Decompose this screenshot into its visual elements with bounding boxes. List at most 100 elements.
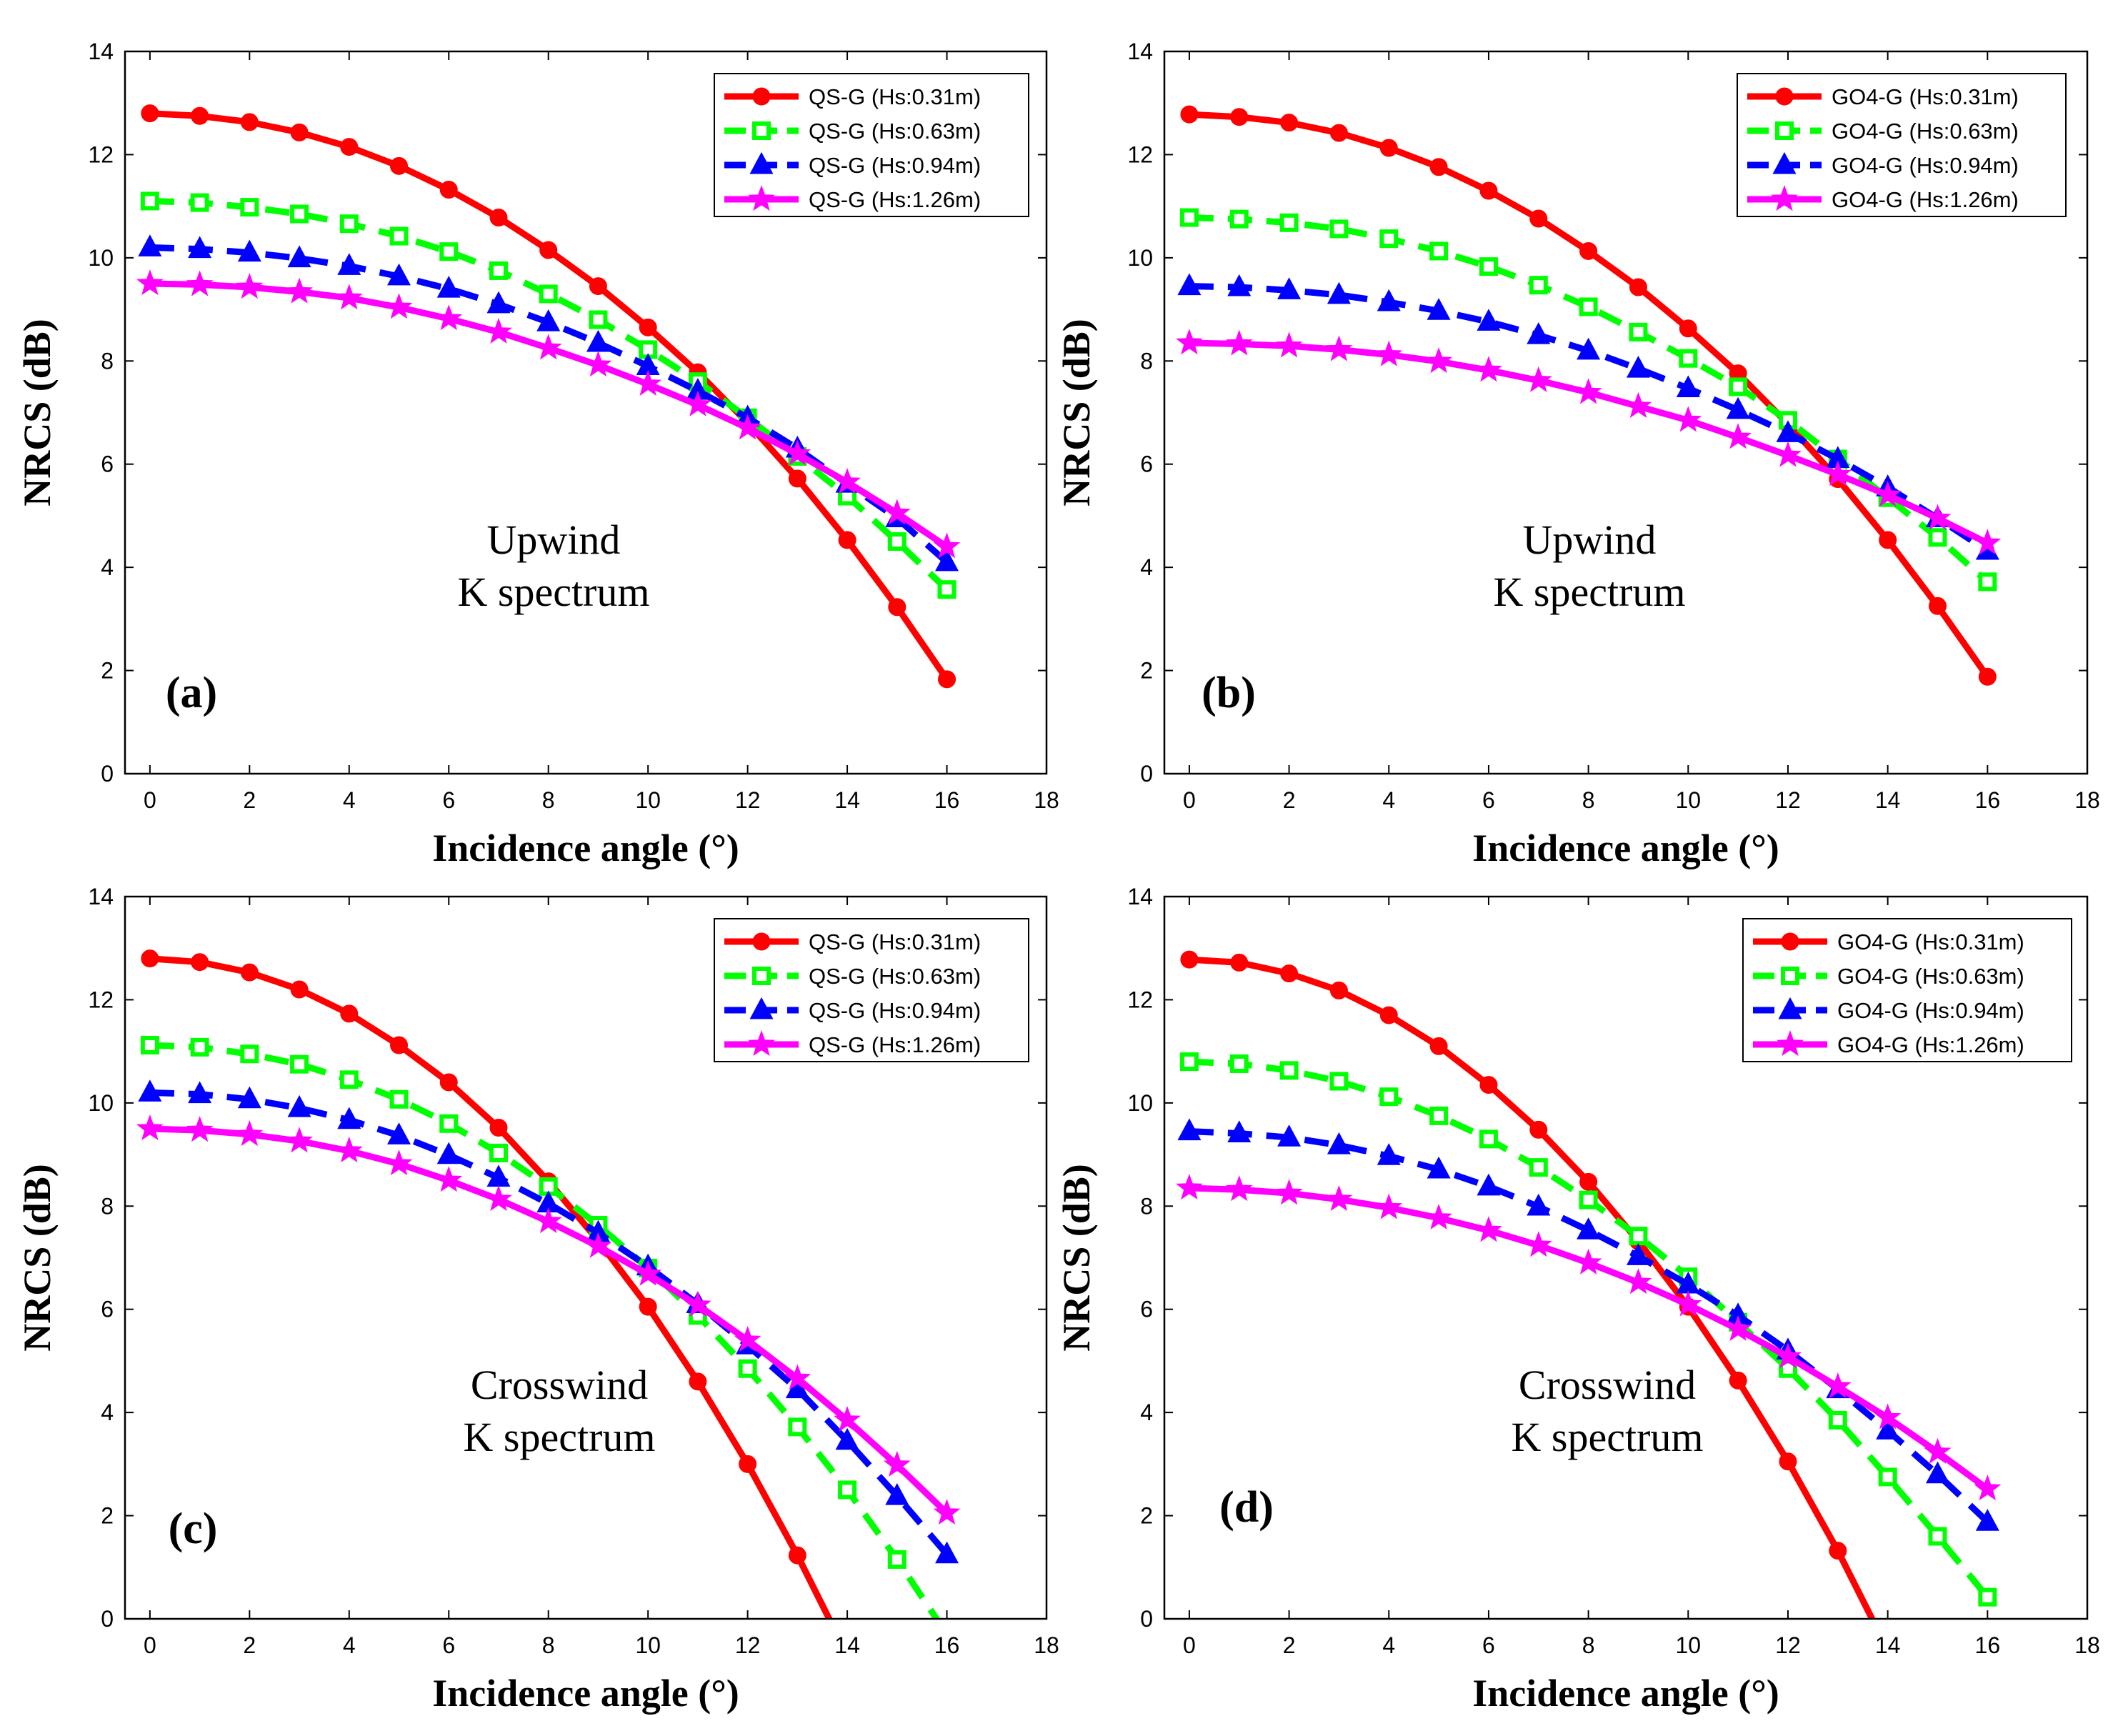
data-point	[1878, 1467, 1897, 1487]
x-tick-label: 16	[934, 787, 960, 813]
x-tick-label: 18	[2074, 787, 2100, 813]
legend-marker	[1771, 185, 1798, 211]
legend-marker	[1775, 121, 1794, 140]
data-point	[1674, 406, 1702, 432]
data-point	[834, 1406, 861, 1432]
data-point	[1379, 229, 1399, 249]
data-point	[339, 1070, 359, 1089]
y-tick-label: 4	[1140, 1400, 1153, 1425]
data-point	[739, 1455, 757, 1473]
y-tick-label: 6	[1140, 1297, 1153, 1322]
data-point	[436, 276, 461, 298]
data-point	[788, 469, 806, 488]
plot-frame	[124, 895, 1048, 1620]
data-point	[340, 138, 359, 156]
data-point	[1527, 1193, 1551, 1216]
x-tick-label: 18	[1034, 787, 1059, 813]
data-point	[138, 1079, 162, 1102]
data-point	[240, 113, 259, 131]
data-point	[1624, 1268, 1652, 1294]
data-point	[1829, 1542, 1847, 1560]
chart-panel-1: 0 2 4 6 8 10 12 14 16 18 0 2 4 6 8 10 12 14 Incidence angl…	[16, 39, 1059, 869]
y-axis-label: NRCS (dB)	[1055, 1164, 1098, 1352]
data-point	[788, 1546, 806, 1565]
series-4	[136, 269, 961, 559]
series-4	[1176, 329, 2002, 555]
data-point	[1524, 1231, 1552, 1257]
data-point	[389, 1089, 409, 1109]
data-point	[937, 580, 956, 599]
data-point	[1179, 1052, 1199, 1072]
data-point	[387, 1122, 411, 1144]
data-point	[1475, 1216, 1502, 1242]
legend-marker	[752, 87, 771, 106]
data-point	[1180, 950, 1199, 969]
data-point	[1277, 1124, 1302, 1147]
x-tick-label: 12	[1775, 787, 1801, 813]
data-point	[489, 261, 508, 280]
data-point	[1824, 1372, 1852, 1399]
data-point	[1529, 1158, 1548, 1177]
data-point	[1477, 309, 1501, 331]
data-point	[439, 1114, 459, 1133]
data-point	[1176, 329, 1203, 355]
data-point	[639, 318, 657, 336]
data-point	[136, 269, 164, 296]
data-point	[1230, 108, 1249, 126]
data-point	[1779, 1452, 1797, 1471]
data-point	[1876, 1417, 1900, 1440]
data-point	[788, 1417, 807, 1437]
legend-label: QS-G (Hs:0.94m)	[809, 998, 981, 1023]
series-line	[1189, 214, 1990, 584]
legend-label: QS-G (Hs:0.31m)	[809, 84, 981, 109]
data-point	[784, 1364, 811, 1390]
x-tick-label: 18	[2074, 1632, 2100, 1658]
legend-label: GO4-G (Hs:0.63m)	[1837, 964, 2024, 989]
data-point	[938, 670, 956, 689]
data-point	[1427, 298, 1451, 320]
annotation-wind-direction: Upwind	[487, 517, 621, 563]
series-line	[149, 1089, 949, 1557]
annotation-wind-direction: Crosswind	[1519, 1362, 1696, 1408]
data-point	[1975, 1509, 1999, 1531]
data-point	[1774, 441, 1802, 467]
data-point	[140, 1035, 159, 1054]
data-point	[1277, 277, 1302, 299]
legend-marker	[749, 997, 774, 1019]
data-point	[1379, 139, 1398, 157]
data-point	[290, 1054, 309, 1074]
y-tick-label: 2	[1140, 1503, 1153, 1529]
data-point	[1579, 241, 1598, 260]
annotation-spectrum: K spectrum	[458, 569, 650, 615]
data-point	[1978, 1587, 1997, 1607]
data-point	[390, 156, 409, 175]
x-tick-label: 12	[735, 1632, 761, 1658]
data-point	[734, 1326, 761, 1352]
data-point	[489, 1143, 508, 1162]
x-tick-label: 14	[834, 787, 860, 813]
data-point	[240, 198, 259, 217]
data-point	[835, 1427, 859, 1450]
legend-marker	[1772, 151, 1797, 174]
data-point	[1579, 297, 1598, 316]
y-tick-label: 14	[1127, 884, 1153, 909]
data-point	[1928, 1527, 1947, 1546]
data-point	[1774, 1342, 1802, 1369]
legend: QS-G (Hs:0.31m) QS-G (Hs:0.63m) QS-G (Hs:0…	[714, 73, 1029, 217]
plot-frame	[1163, 50, 2089, 775]
x-tick-label: 16	[1975, 1632, 2001, 1658]
y-tick-label: 4	[101, 1400, 114, 1425]
data-point	[390, 1036, 409, 1054]
x-tick-label: 6	[1482, 1632, 1495, 1658]
data-point	[190, 193, 209, 212]
x-tick-label: 0	[144, 787, 156, 813]
data-point	[340, 1004, 359, 1023]
legend-label: GO4-G (Hs:1.26m)	[1832, 187, 2019, 212]
y-tick-label: 6	[101, 452, 114, 477]
data-point	[1377, 289, 1401, 311]
data-point	[1475, 356, 1502, 382]
data-point	[534, 1207, 562, 1234]
data-point	[1674, 1290, 1702, 1317]
y-tick-label: 8	[1140, 1193, 1153, 1219]
